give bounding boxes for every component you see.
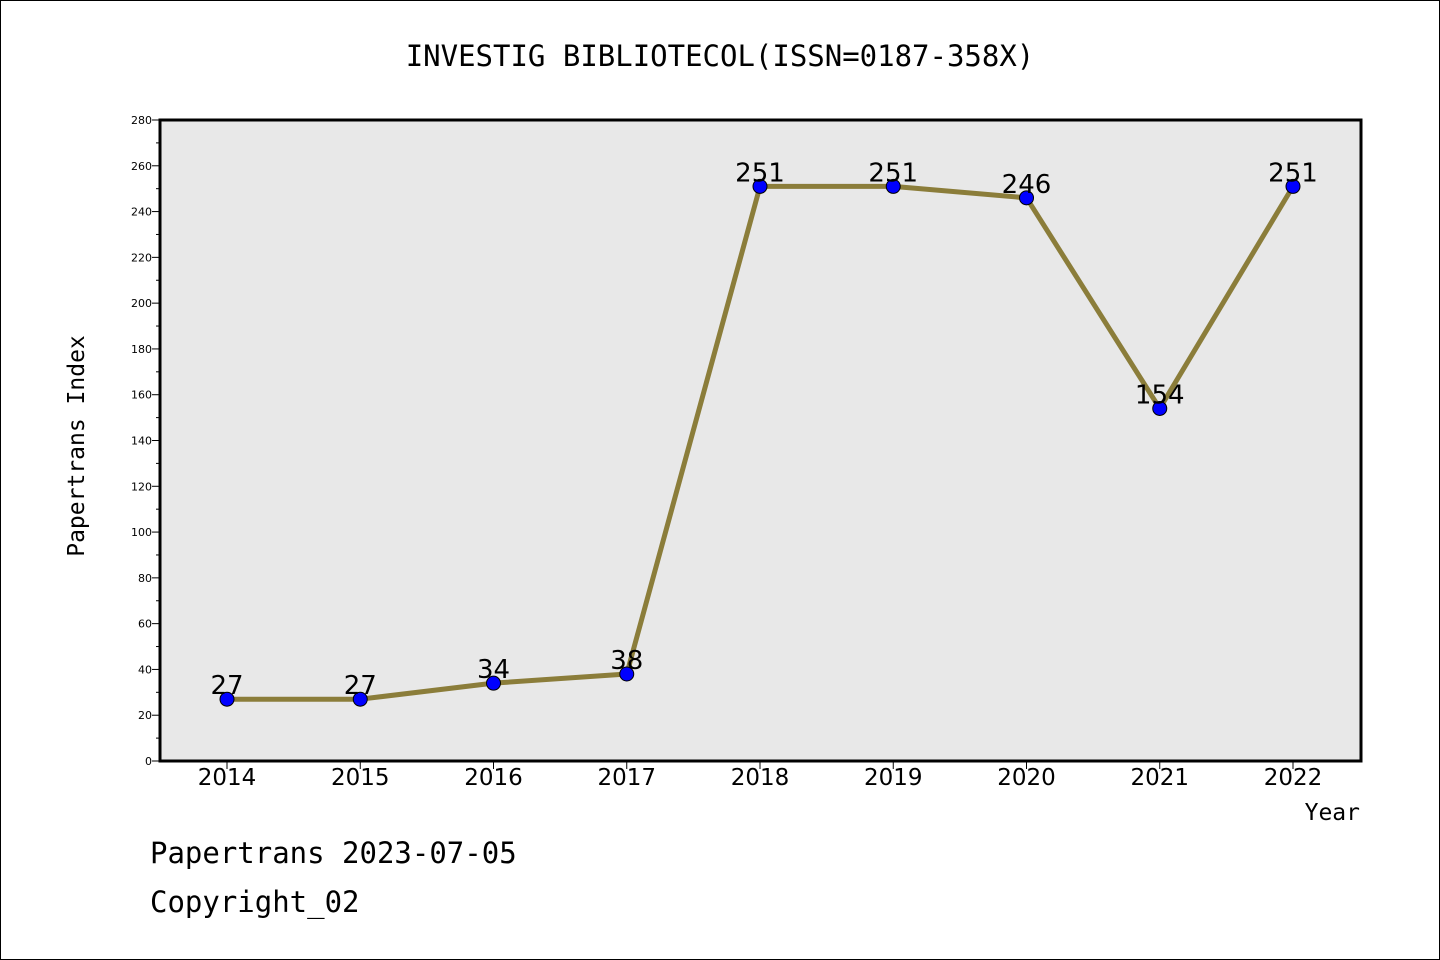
data-point (619, 666, 635, 682)
data-label: 251 (1268, 158, 1318, 188)
data-label: 38 (610, 646, 643, 676)
x-tick-label: 2020 (997, 765, 1056, 791)
footer-date-text: Papertrans 2023-07-05 (150, 836, 517, 870)
data-label: 154 (1135, 380, 1185, 410)
data-point (1285, 178, 1301, 194)
data-point (885, 178, 901, 194)
x-tick-label: 2022 (1264, 765, 1323, 791)
data-label: 34 (477, 655, 510, 685)
y-tick-label: 60 (138, 618, 152, 631)
y-tick-label: 200 (131, 297, 152, 310)
y-tick-label: 40 (138, 663, 152, 676)
data-labels-layer: 27 27 34 38 251 251 246 154 251 (210, 158, 1317, 701)
x-tick-label: 2015 (331, 765, 390, 791)
y-tick-label: 20 (138, 709, 152, 722)
y-tick-label: 280 (131, 114, 152, 127)
x-tick-label: 2017 (597, 765, 656, 791)
data-point (1019, 190, 1034, 206)
y-tick-label: 180 (131, 343, 152, 356)
y-tick-label: 0 (145, 755, 152, 768)
data-point (486, 675, 501, 691)
x-axis: 2014 2015 2016 2017 2018 2019 2020 2021 2022 (198, 761, 1323, 791)
data-label: 27 (210, 671, 243, 701)
x-tick-label: 2016 (464, 765, 523, 791)
data-point (219, 691, 235, 707)
x-tick-label: 2021 (1130, 765, 1189, 791)
x-tick-label: 2014 (198, 765, 257, 791)
y-tick-label: 260 (131, 160, 152, 173)
data-point (752, 178, 768, 194)
plot-area (158, 118, 1363, 763)
y-axis: 0 20 40 60 80 100 120 140 160 180 200 220 240 260 280 (131, 114, 160, 768)
y-tick-label: 120 (131, 480, 152, 493)
y-tick-label: 240 (131, 206, 152, 219)
series-layer (219, 178, 1301, 707)
y-tick-label: 220 (131, 251, 152, 264)
data-label: 27 (344, 671, 377, 701)
data-point (1152, 400, 1168, 416)
y-tick-label: 160 (131, 389, 152, 402)
chart-title: INVESTIG BIBLIOTECOL(ISSN=0187-358X) (406, 39, 1035, 73)
data-label: 246 (1002, 170, 1052, 200)
y-tick-label: 80 (138, 572, 152, 585)
x-tick-label: 2018 (731, 765, 790, 791)
data-label: 251 (868, 158, 918, 188)
y-tick-label: 140 (131, 435, 152, 448)
footer-copyright-text: Copyright_02 (150, 885, 360, 919)
y-tick-label: 100 (131, 526, 152, 539)
x-axis-label: Year (1305, 800, 1360, 826)
data-point (352, 691, 368, 707)
data-label: 251 (735, 158, 785, 188)
x-tick-label: 2019 (864, 765, 923, 791)
y-axis-label: Papertrans Index (64, 335, 90, 557)
